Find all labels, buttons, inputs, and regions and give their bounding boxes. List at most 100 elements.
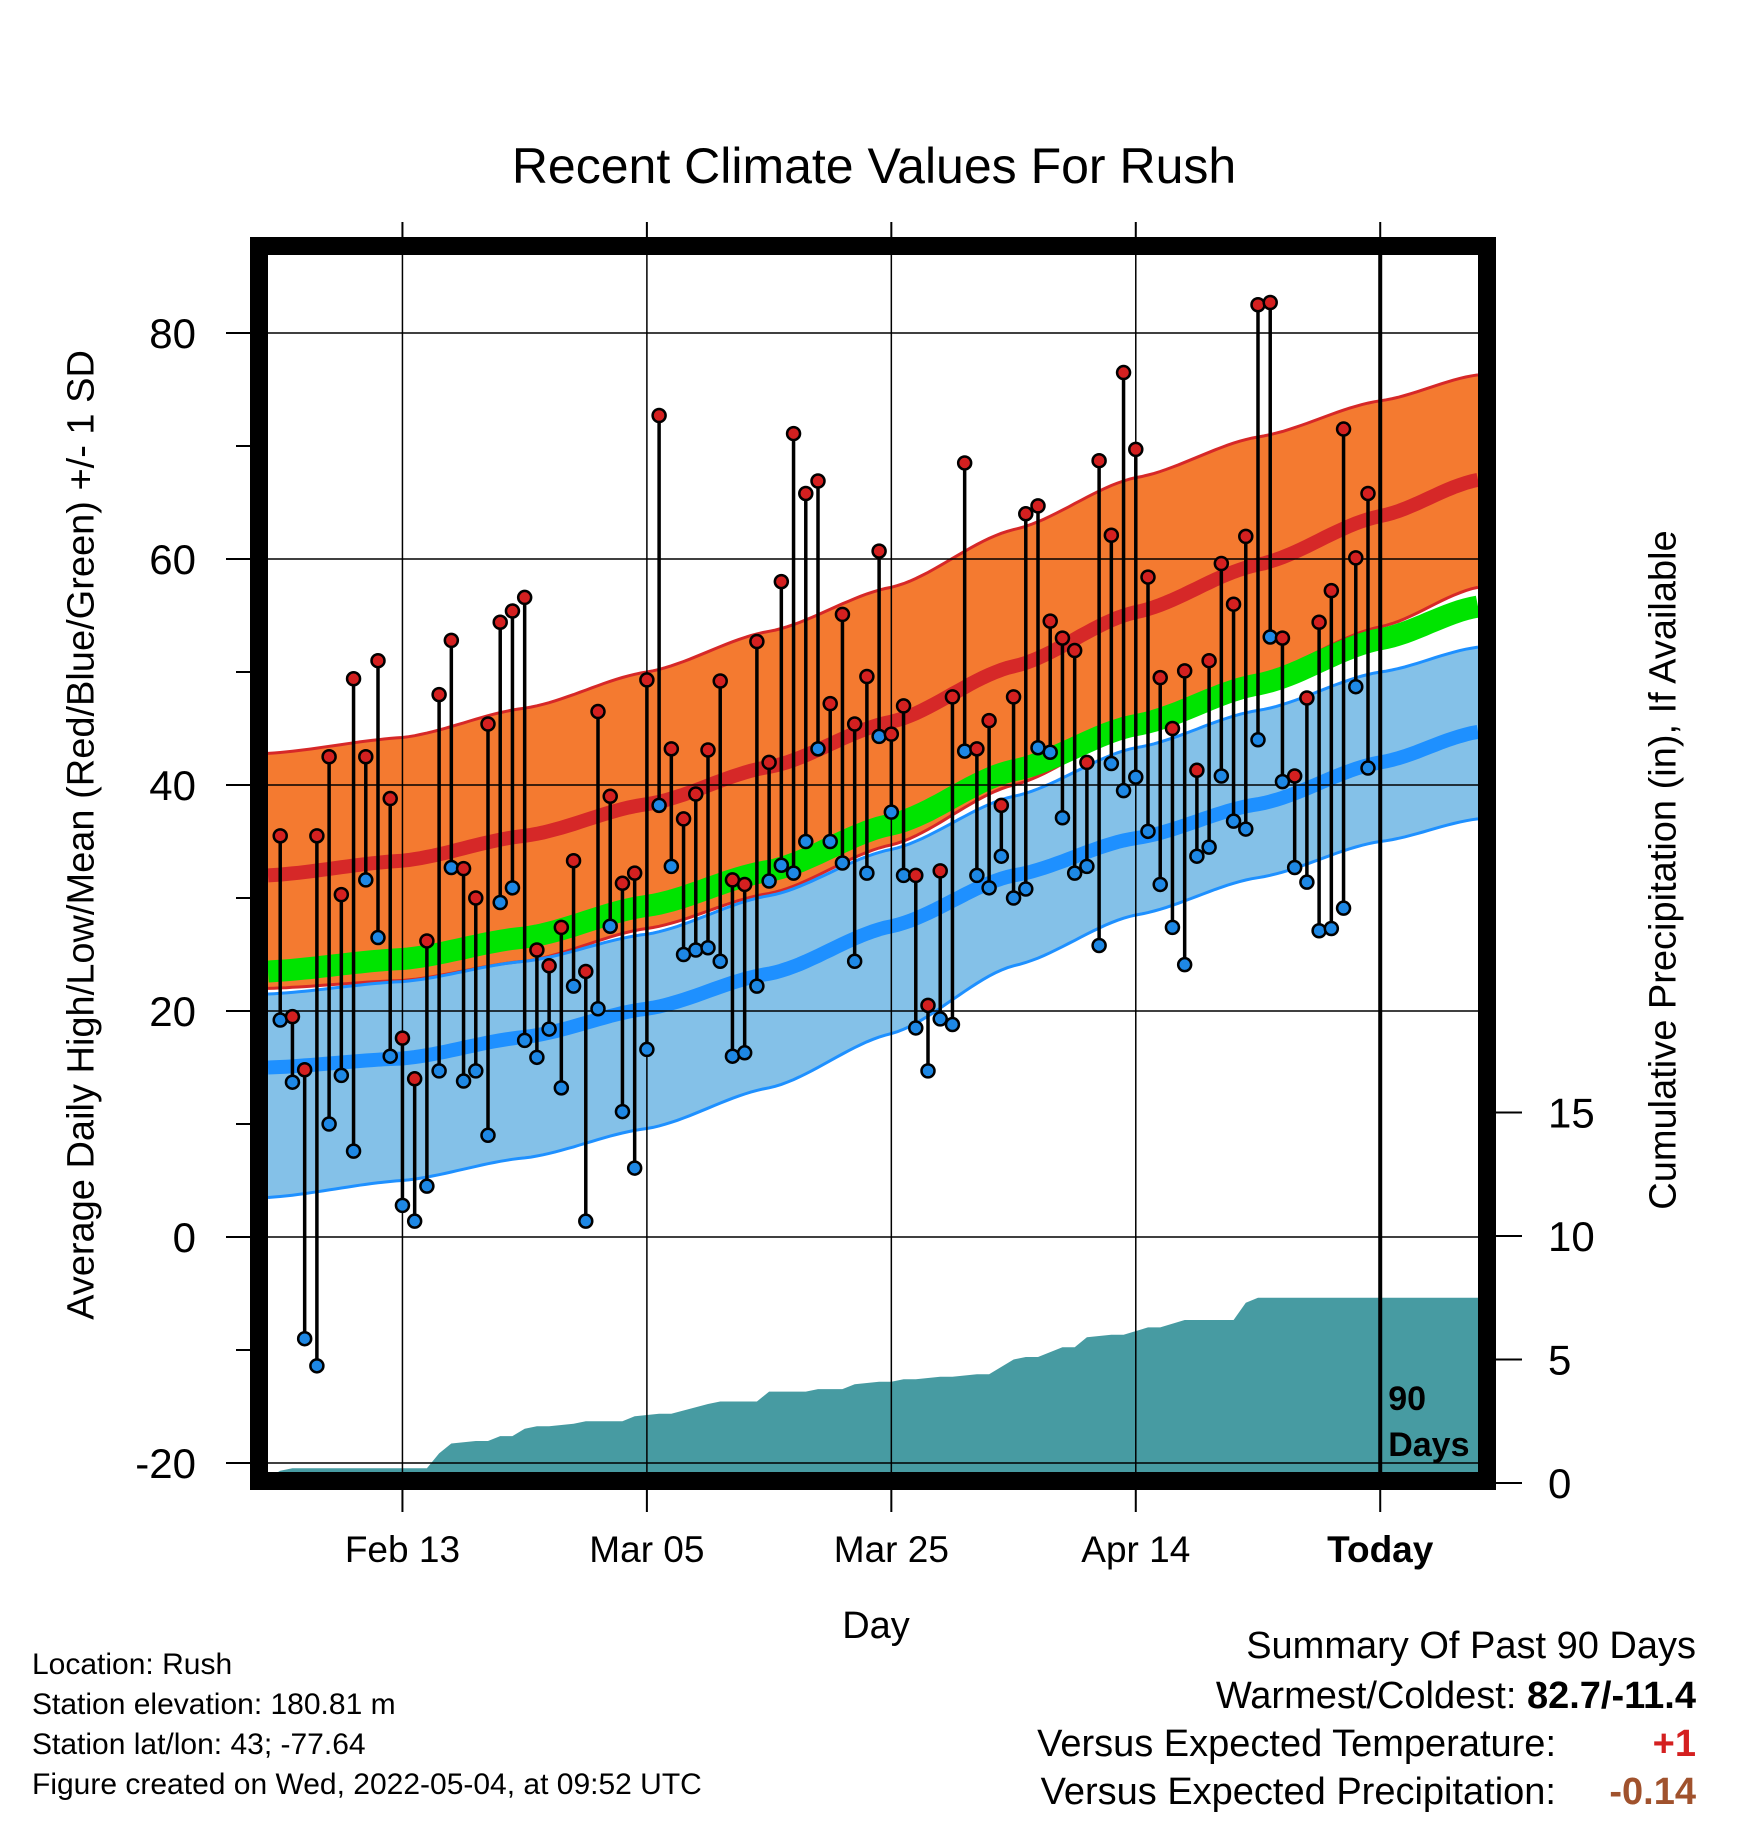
daily-low-point <box>1164 919 1181 936</box>
today-marker-label-1: 90 <box>1388 1380 1426 1418</box>
daily-high-point <box>492 614 508 631</box>
summary-precip-value: -0.14 <box>1609 1771 1696 1813</box>
low-lower-edge <box>268 817 1478 1199</box>
today-marker-label-2: Days <box>1388 1426 1469 1464</box>
daily-high-point <box>1201 652 1217 669</box>
daily-low-point <box>1018 881 1034 897</box>
daily-high-point <box>406 1071 423 1087</box>
daily-high-point <box>516 589 533 606</box>
daily-low-point <box>944 1016 961 1033</box>
x-tick-label: Feb 13 <box>345 1529 460 1570</box>
daily-low-point <box>602 918 618 934</box>
x-axis-label: Day <box>842 1605 910 1647</box>
daily-low-point <box>468 1063 484 1079</box>
daily-high-point <box>602 788 618 805</box>
daily-high-point <box>590 703 606 720</box>
daily-high-point <box>981 712 997 729</box>
daily-low-point <box>871 728 887 745</box>
daily-low-point <box>834 855 851 871</box>
daily-low-point <box>993 848 1010 864</box>
daily-high-point <box>1213 555 1230 572</box>
summary-temp-label: Versus Expected Temperature: <box>1037 1723 1556 1765</box>
summary-title: Summary Of Past 90 Days <box>1246 1625 1696 1667</box>
daily-high-point <box>358 749 374 765</box>
daily-low-point <box>736 1045 753 1061</box>
daily-low-point <box>712 953 728 970</box>
daily-high-point <box>822 695 838 712</box>
daily-low-point <box>309 1358 325 1374</box>
daily-low-point <box>614 1103 631 1120</box>
y-tick-label: -20 <box>135 1440 196 1487</box>
daily-high-point <box>1335 421 1352 437</box>
daily-high-point <box>333 886 350 903</box>
daily-high-point <box>382 790 398 807</box>
daily-low-point <box>859 865 875 881</box>
daily-low-point <box>639 1041 655 1058</box>
daily-low-point <box>443 859 460 876</box>
daily-high-point <box>1323 582 1340 599</box>
daily-high-point <box>1115 364 1132 381</box>
daily-low-point <box>1299 874 1315 890</box>
daily-low-point <box>1335 900 1352 916</box>
daily-high-point <box>321 749 337 765</box>
daily-low-point <box>541 1021 557 1037</box>
y-tick-label: 40 <box>149 762 196 809</box>
daily-high-point <box>675 811 692 827</box>
daily-high-point <box>553 919 570 936</box>
daily-low-point <box>406 1213 423 1229</box>
summary-temp-value: +1 <box>1652 1723 1696 1765</box>
daily-low-point <box>749 978 765 994</box>
daily-high-point <box>614 875 631 892</box>
daily-low-point <box>688 942 704 958</box>
daily-high-point <box>1103 527 1120 544</box>
daily-high-point <box>480 716 496 732</box>
daily-high-point <box>1054 630 1071 646</box>
high-sd-band <box>268 374 1478 989</box>
daily-high-point <box>296 1062 313 1078</box>
daily-high-point <box>1079 754 1095 771</box>
daily-high-point <box>761 754 777 771</box>
daily-low-point <box>1042 744 1058 760</box>
daily-high-point <box>1164 720 1181 737</box>
info-location: Location: Rush <box>32 1648 233 1681</box>
y-axis-label: Average Daily High/Low/Mean (Red/Blue/Gr… <box>60 350 103 1320</box>
daily-high-point <box>309 828 325 844</box>
daily-low-point <box>883 804 900 820</box>
low-upper-edge <box>268 645 1478 996</box>
plot-area: 90 Days <box>268 255 1478 1472</box>
daily-high-point <box>345 671 362 687</box>
daily-low-point <box>370 929 386 946</box>
daily-high-point <box>626 865 643 881</box>
y2-tick-label: 0 <box>1548 1460 1571 1507</box>
daily-low-point <box>565 978 582 994</box>
daily-high-point <box>1274 630 1291 646</box>
info-created: Figure created on Wed, 2022-05-04, at 09… <box>32 1768 702 1801</box>
daily-low-point <box>1091 937 1107 954</box>
daily-high-point <box>1238 528 1254 545</box>
daily-high-point <box>370 652 386 669</box>
daily-high-point <box>908 867 924 884</box>
y-tick-label: 0 <box>173 1214 196 1261</box>
daily-high-point <box>639 672 655 688</box>
daily-high-point <box>1250 297 1266 313</box>
daily-low-point <box>651 797 667 814</box>
high-upper-edge <box>268 373 1478 755</box>
daily-high-point <box>1042 613 1058 629</box>
daily-low-point <box>761 873 777 889</box>
daily-high-point <box>956 455 973 471</box>
daily-low-point <box>272 1012 288 1028</box>
daily-high-point <box>1225 596 1242 612</box>
daily-high-point <box>1128 441 1144 458</box>
daily-high-point <box>1286 768 1303 784</box>
x-tick-label: Mar 25 <box>834 1529 949 1570</box>
daily-low-point <box>1103 755 1120 772</box>
daily-high-point <box>1152 669 1168 686</box>
daily-low-point <box>981 880 997 896</box>
daily-high-point <box>1066 642 1083 659</box>
y-tick-label: 60 <box>149 536 196 583</box>
daily-high-point <box>1030 498 1046 514</box>
daily-low-point <box>1176 956 1193 973</box>
y-tick-label: 20 <box>149 988 196 1035</box>
summary-precip-label: Versus Expected Precipitation: <box>1040 1771 1556 1813</box>
daily-low-point <box>1250 732 1266 748</box>
